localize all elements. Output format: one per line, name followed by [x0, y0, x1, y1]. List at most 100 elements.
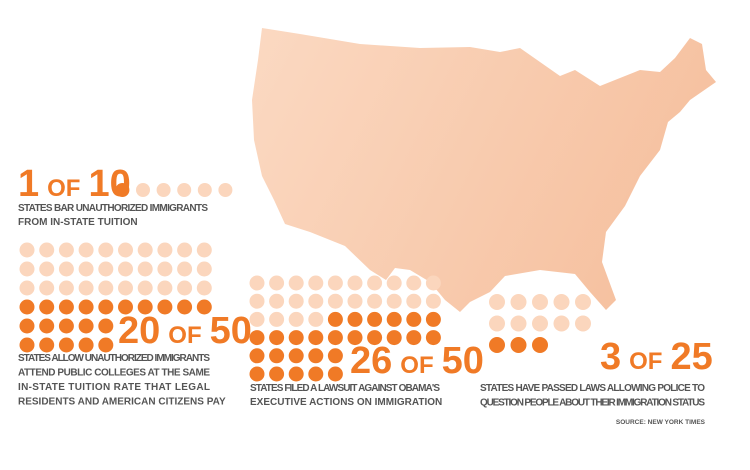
empty-dot	[386, 293, 402, 309]
filled-dot	[327, 348, 343, 364]
empty-dot	[553, 315, 570, 332]
filled-dot	[78, 318, 94, 334]
filled-dot	[39, 299, 55, 315]
empty-dot	[249, 293, 265, 309]
filled-dot	[118, 299, 133, 315]
filled-dot	[425, 330, 441, 346]
filled-dot	[78, 299, 94, 315]
filled-dot	[308, 348, 324, 364]
empty-dot	[386, 275, 402, 291]
filled-dot	[19, 337, 35, 353]
filled-dot	[39, 318, 55, 334]
empty-dot	[58, 242, 74, 258]
filled-dot	[196, 299, 212, 315]
empty-dot	[532, 294, 548, 310]
of-word: OF	[168, 322, 201, 349]
empty-dot	[406, 275, 422, 291]
empty-dot	[177, 183, 192, 197]
empty-dot	[177, 280, 193, 296]
empty-dot	[58, 261, 74, 277]
filled-dot	[327, 330, 343, 346]
filled-dot	[269, 348, 285, 364]
filled-dot	[532, 337, 548, 353]
empty-dot	[39, 242, 55, 258]
empty-dot	[19, 280, 35, 296]
stat-figure: 3 OF 25	[600, 336, 713, 378]
empty-dot	[489, 315, 505, 332]
filled-dot	[489, 337, 505, 353]
empty-dot	[425, 275, 441, 291]
count: 20	[118, 310, 160, 352]
empty-dot	[157, 280, 173, 296]
filled-dot	[386, 330, 402, 346]
filled-dot	[308, 366, 324, 382]
filled-dot	[58, 337, 74, 353]
empty-dot	[197, 183, 212, 197]
filled-dot	[177, 299, 193, 315]
filled-dot	[249, 366, 265, 382]
filled-dot	[308, 330, 324, 346]
empty-dot	[177, 242, 193, 258]
empty-dot	[136, 183, 150, 197]
empty-dot	[308, 275, 324, 291]
filled-dot	[157, 299, 173, 315]
filled-dot	[269, 366, 285, 382]
empty-dot	[78, 242, 94, 258]
empty-dot	[308, 293, 324, 309]
empty-dot	[118, 242, 133, 258]
filled-dot	[406, 311, 422, 327]
filled-dot	[367, 330, 383, 346]
description-line: STATES BAR UNAUTHORIZED IMMIGRANTS	[18, 203, 208, 214]
filled-dot	[58, 318, 74, 334]
empty-dot	[19, 242, 35, 258]
empty-dot	[269, 293, 285, 309]
stat-panel: 3 OF 25 STATES HAVE PASSED LAWS ALLOWING PO…	[480, 294, 713, 409]
empty-dot	[58, 280, 74, 296]
empty-dot	[196, 280, 212, 296]
empty-dot	[196, 242, 212, 258]
total: 25	[670, 336, 712, 378]
empty-dot	[19, 261, 35, 277]
total: 10	[88, 163, 130, 205]
empty-dot	[137, 280, 153, 296]
stat-figure: 26 OF 50	[350, 340, 484, 382]
empty-dot	[347, 293, 363, 309]
filled-dot	[98, 318, 114, 334]
filled-dot	[78, 337, 94, 353]
empty-dot	[118, 261, 133, 277]
filled-dot	[288, 348, 304, 364]
empty-dot	[98, 261, 114, 277]
empty-dot	[510, 294, 527, 310]
filled-dot	[425, 311, 441, 327]
empty-dot	[137, 242, 153, 258]
description-line: IN-STATE TUITION RATE THAT LEGAL	[18, 382, 210, 393]
filled-dot	[249, 330, 265, 346]
filled-dot	[269, 330, 285, 346]
of-word: OF	[400, 352, 433, 379]
filled-dot	[58, 299, 74, 315]
empty-dot	[218, 183, 233, 197]
empty-dot	[249, 275, 265, 291]
filled-dot	[19, 299, 35, 315]
filled-dot	[98, 337, 114, 353]
empty-dot	[553, 294, 570, 310]
filled-dot	[137, 299, 153, 315]
empty-dot	[39, 261, 55, 277]
count: 3	[600, 336, 621, 378]
empty-dot	[288, 275, 304, 291]
empty-dot	[288, 293, 304, 309]
count: 26	[350, 340, 392, 382]
empty-dot	[347, 275, 363, 291]
empty-dot	[78, 261, 94, 277]
filled-dot	[98, 299, 114, 315]
filled-dot	[347, 311, 363, 327]
filled-dot	[386, 311, 402, 327]
empty-dot	[39, 280, 55, 296]
empty-dot	[308, 311, 324, 327]
empty-dot	[425, 293, 441, 309]
empty-dot	[177, 261, 193, 277]
